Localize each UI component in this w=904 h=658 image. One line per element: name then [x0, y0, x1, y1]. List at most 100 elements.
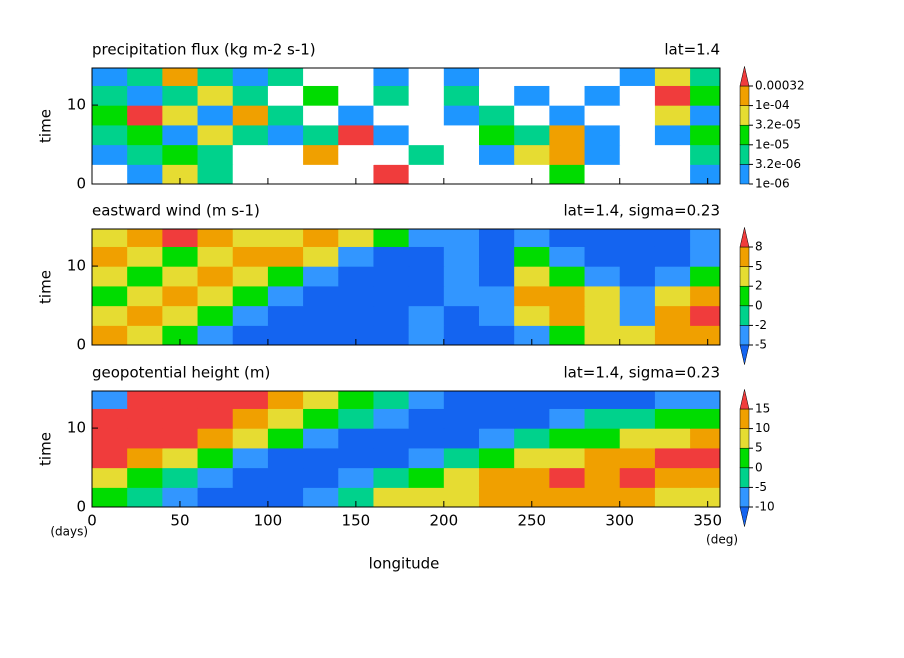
cell — [654, 428, 691, 449]
cell — [127, 428, 163, 449]
cell — [267, 391, 304, 409]
cell — [443, 246, 480, 267]
cell — [92, 105, 128, 126]
cell — [303, 391, 339, 409]
cell — [232, 124, 269, 146]
cell — [373, 124, 410, 146]
cell — [127, 229, 163, 247]
cell — [654, 285, 691, 307]
colorbar-band — [739, 428, 750, 449]
cell — [162, 105, 199, 126]
cell — [267, 105, 304, 126]
cell — [690, 467, 720, 488]
colorbar-band — [739, 285, 750, 307]
cell — [690, 164, 720, 184]
cell — [267, 325, 304, 345]
cell — [127, 408, 163, 429]
cell — [373, 105, 410, 126]
cell — [303, 85, 339, 106]
cell — [549, 325, 586, 345]
cell — [197, 447, 234, 469]
cell — [373, 305, 410, 326]
colorbar-band — [739, 266, 750, 287]
cell — [619, 487, 656, 507]
cell — [162, 447, 199, 469]
cell — [479, 164, 515, 184]
cell — [408, 266, 445, 287]
cell — [267, 305, 304, 326]
cell — [514, 325, 550, 345]
cell — [267, 266, 304, 287]
cell — [267, 487, 304, 507]
y-tick-label: 10 — [67, 96, 86, 114]
colorbar-arrow — [739, 227, 750, 248]
cell — [443, 391, 480, 409]
cell — [619, 408, 656, 429]
cell — [197, 266, 234, 287]
cell — [514, 105, 550, 126]
cell — [584, 487, 621, 507]
cell — [338, 266, 375, 287]
plot-area — [92, 68, 720, 184]
cell — [127, 467, 163, 488]
cell — [479, 391, 515, 409]
cell — [690, 285, 720, 307]
cell — [127, 325, 163, 345]
cell — [92, 229, 128, 247]
cell — [267, 408, 304, 429]
cell — [92, 85, 128, 106]
colorbar-label: 2 — [755, 279, 763, 293]
colorbar-label: 0 — [755, 460, 763, 474]
y-axis-label: time — [37, 432, 55, 466]
colorbar-label: 1e-04 — [755, 98, 790, 112]
cell — [162, 285, 199, 307]
cell — [197, 487, 234, 507]
colorbar-label: 3.2e-06 — [755, 157, 801, 171]
cell — [92, 164, 128, 184]
cell — [619, 467, 656, 488]
cell — [443, 68, 480, 86]
cell — [373, 447, 410, 469]
cell — [443, 428, 480, 449]
cell — [584, 325, 621, 345]
colorbar-label: -5 — [755, 338, 767, 352]
cell — [127, 487, 163, 507]
cell — [127, 285, 163, 307]
cell — [514, 447, 550, 469]
cell — [127, 447, 163, 469]
cell — [619, 85, 656, 106]
cell — [338, 487, 375, 507]
cell — [162, 266, 199, 287]
cell — [479, 68, 515, 86]
colorbar: -10 -5 0 5 10 15 — [739, 389, 775, 527]
cell — [162, 229, 199, 247]
cell — [92, 408, 128, 429]
cell — [690, 428, 720, 449]
cell — [267, 285, 304, 307]
cell — [267, 68, 304, 86]
cell — [584, 246, 621, 267]
cell — [549, 229, 586, 247]
cell — [443, 229, 480, 247]
cell — [584, 164, 621, 184]
cell — [514, 391, 550, 409]
cell — [267, 124, 304, 146]
cell — [408, 105, 445, 126]
cell — [373, 391, 410, 409]
cell — [443, 487, 480, 507]
cell — [162, 325, 199, 345]
colorbar-label: 0.00032 — [755, 79, 805, 93]
cell — [408, 85, 445, 106]
cell — [127, 391, 163, 409]
cell — [549, 285, 586, 307]
cell — [162, 246, 199, 267]
cell — [408, 246, 445, 267]
cell — [654, 68, 691, 86]
cell — [619, 68, 656, 86]
cell — [408, 487, 445, 507]
cell — [479, 487, 515, 507]
cell — [549, 246, 586, 267]
cell — [373, 487, 410, 507]
cell — [443, 85, 480, 106]
cell — [338, 164, 375, 184]
